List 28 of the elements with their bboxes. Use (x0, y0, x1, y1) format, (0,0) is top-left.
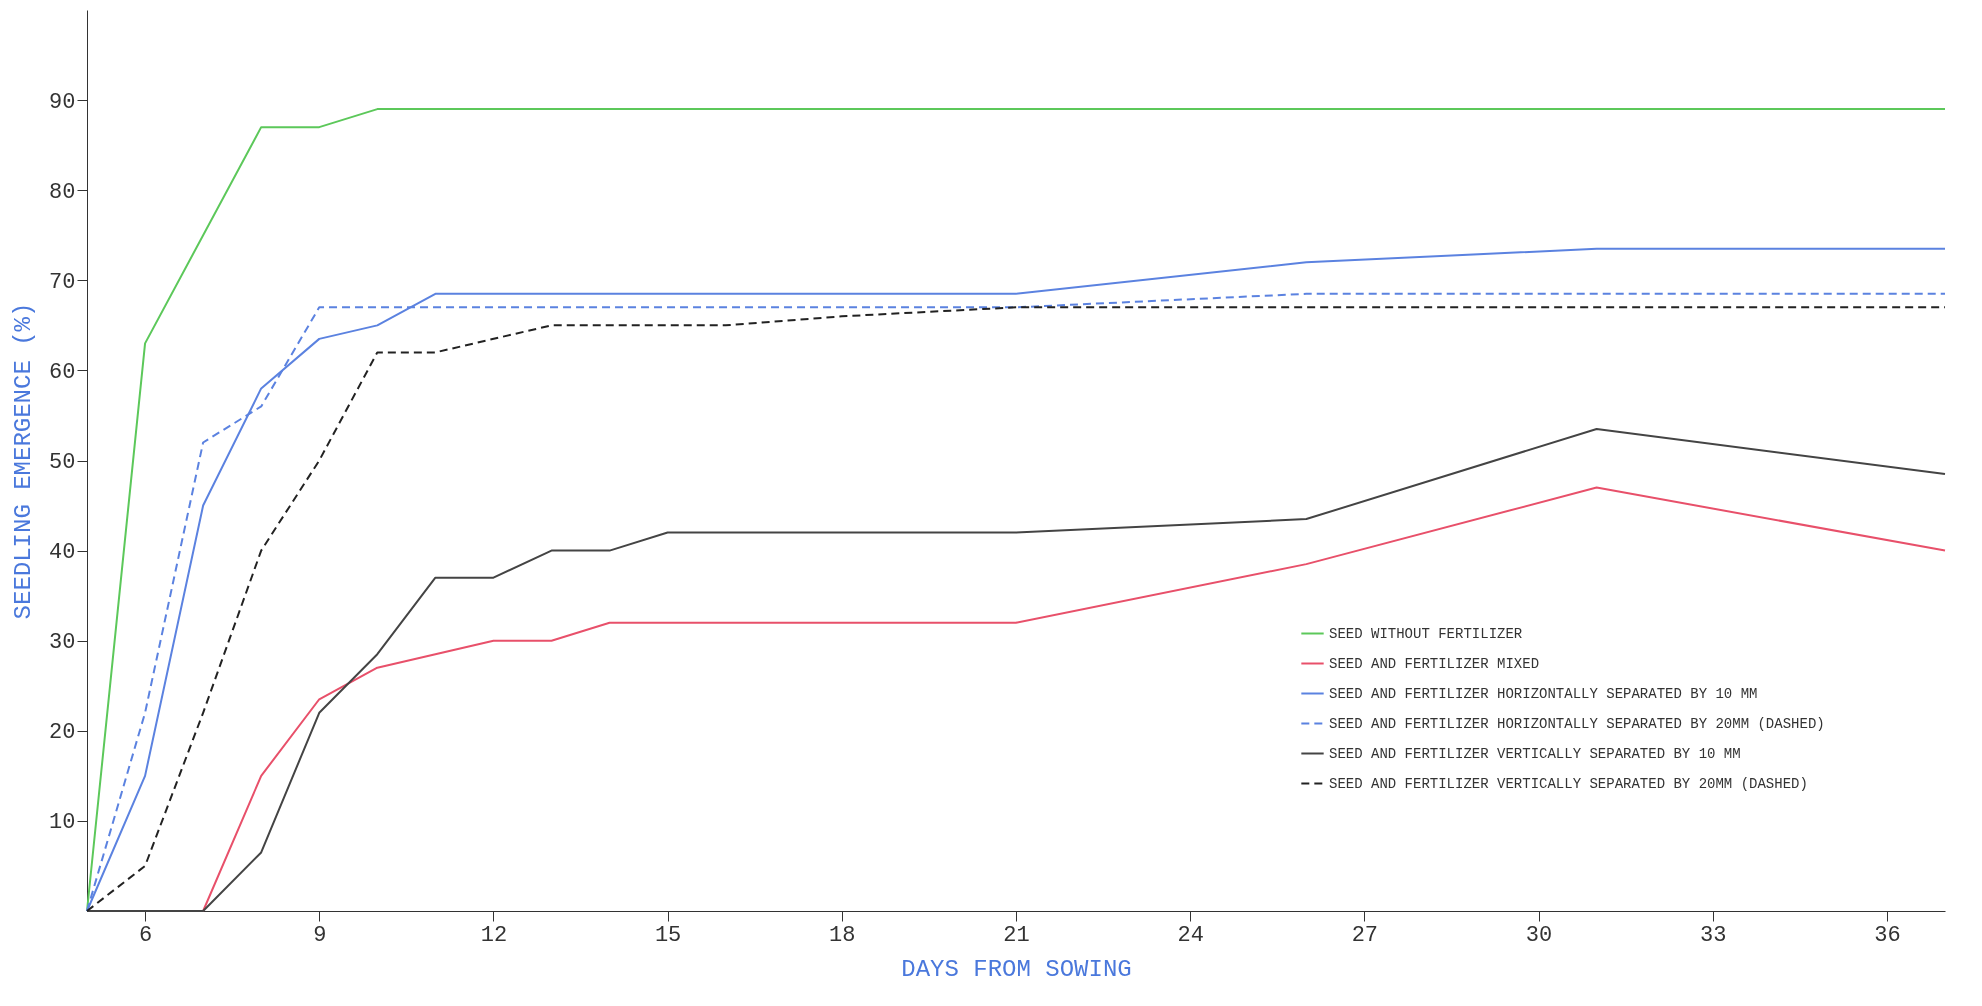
y-tick-label: 80 (49, 179, 76, 205)
x-tick-label: 6 (138, 922, 153, 948)
x-tick-label: 18 (829, 922, 856, 948)
legend-label: SEED AND FERTILIZER HORIZONTALLY SEPARATED BY 10 MM (1329, 685, 1758, 702)
legend-label: SEED AND FERTILIZER HORIZONTALLY SEPARATED BY 20MM (DASHED) (1329, 715, 1825, 732)
y-tick-label: 70 (49, 269, 76, 295)
x-tick-label: 27 (1351, 922, 1379, 948)
y-tick-label: 90 (49, 89, 76, 115)
y-tick-label: 50 (49, 450, 76, 475)
x-tick-label: 36 (1874, 922, 1901, 948)
x-tick-label: 12 (480, 922, 508, 948)
y-tick-label: 20 (49, 720, 76, 746)
legend-label: SEED AND FERTILIZER MIXED (1329, 655, 1540, 672)
x-axis-title: DAYS FROM SOWING (901, 955, 1132, 983)
x-tick-label: 21 (1003, 922, 1030, 948)
x-tick-label: 9 (313, 922, 327, 948)
legend-label: SEED WITHOUT FERTILIZER (1329, 625, 1523, 642)
y-tick-label: 40 (49, 540, 76, 566)
legend-label: SEED AND FERTILIZER VERTICALLY SEPARATED BY 10 MM (1329, 745, 1741, 762)
y-tick-label: 60 (49, 359, 76, 385)
y-tick-label: 10 (49, 810, 76, 836)
y-axis-title: SEEDLING EMERGENCE (%) (10, 302, 38, 620)
x-tick-label: 15 (654, 922, 682, 948)
x-tick-label: 33 (1700, 922, 1727, 948)
x-tick-label: 24 (1177, 922, 1204, 948)
x-tick-label: 30 (1525, 922, 1553, 948)
legend-label: SEED AND FERTILIZER VERTICALLY SEPARATED BY 20MM (DASHED) (1329, 775, 1808, 792)
y-tick-label: 30 (49, 630, 76, 656)
